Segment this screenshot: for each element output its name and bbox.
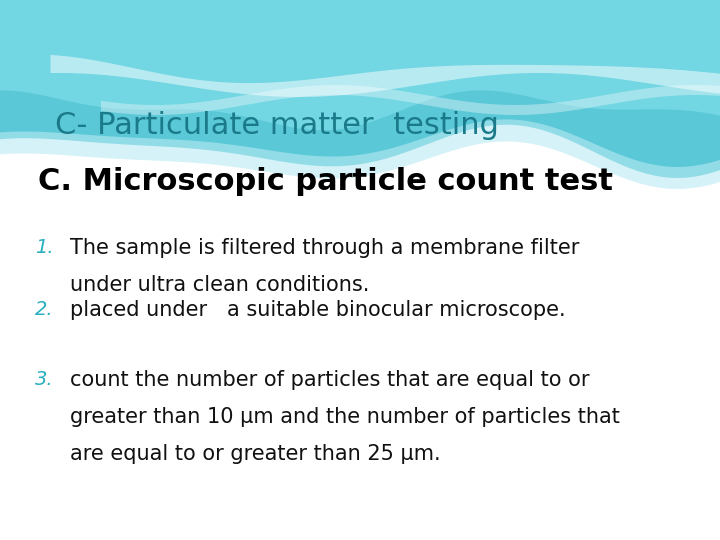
Text: are equal to or greater than 25 μm.: are equal to or greater than 25 μm. [70, 444, 441, 464]
Text: placed under   a suitable binocular microscope.: placed under a suitable binocular micros… [70, 300, 566, 320]
Polygon shape [0, 0, 720, 178]
Text: under ultra clean conditions.: under ultra clean conditions. [70, 275, 369, 295]
Text: C. Microscopic particle count test: C. Microscopic particle count test [38, 167, 613, 197]
Polygon shape [0, 119, 720, 189]
Text: The sample is filtered through a membrane filter: The sample is filtered through a membran… [70, 238, 580, 258]
Text: greater than 10 μm and the number of particles that: greater than 10 μm and the number of par… [70, 407, 620, 427]
Polygon shape [50, 55, 720, 97]
Text: C- Particulate matter  testing: C- Particulate matter testing [55, 111, 499, 139]
Text: 3.: 3. [35, 370, 53, 389]
Text: 1.: 1. [35, 238, 53, 257]
Polygon shape [0, 0, 720, 130]
Text: count the number of particles that are equal to or: count the number of particles that are e… [70, 370, 590, 390]
Polygon shape [101, 85, 720, 115]
Text: 2.: 2. [35, 300, 53, 319]
